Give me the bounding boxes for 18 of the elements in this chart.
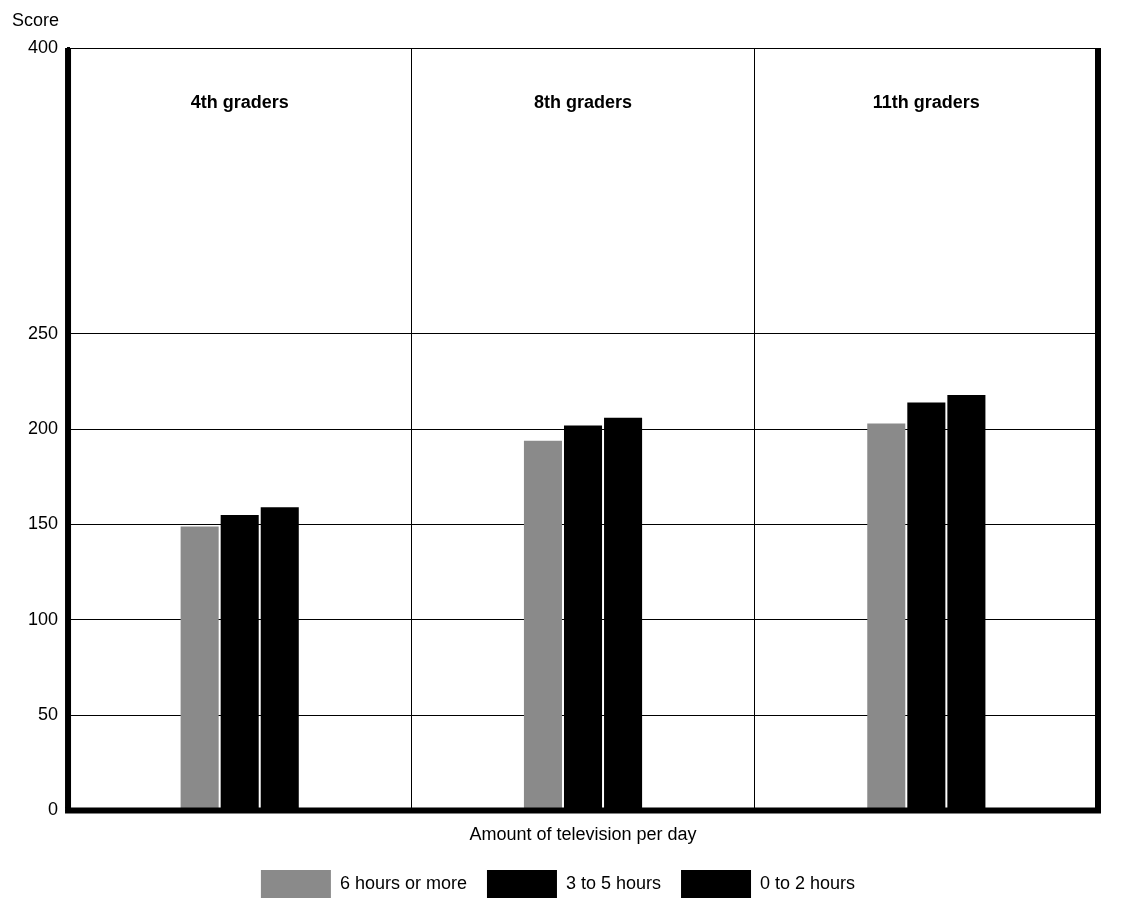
y-tick-label: 150 xyxy=(27,513,59,534)
y-axis-title: Score xyxy=(12,9,60,30)
legend-label: 0 to 2 hours xyxy=(760,872,856,893)
x-axis-title: Amount of television per day xyxy=(469,824,697,845)
x-tick-label: 4th graders xyxy=(190,91,289,112)
legend-label: 6 hours or more xyxy=(339,872,467,893)
y-tick-label: 400 xyxy=(27,36,59,57)
bar xyxy=(180,526,219,810)
y-tick-label: 200 xyxy=(27,418,59,439)
bar xyxy=(867,423,906,810)
y-tick-label: 250 xyxy=(27,322,59,343)
y-tick-label: 100 xyxy=(27,608,59,629)
bar xyxy=(523,440,562,810)
y-tick-label: 0 xyxy=(48,799,59,820)
legend-label: 3 to 5 hours xyxy=(565,872,662,893)
x-tick-label: 8th graders xyxy=(533,91,633,112)
y-tick-label: 50 xyxy=(38,704,59,725)
x-tick-label: 11th graders xyxy=(872,91,980,112)
